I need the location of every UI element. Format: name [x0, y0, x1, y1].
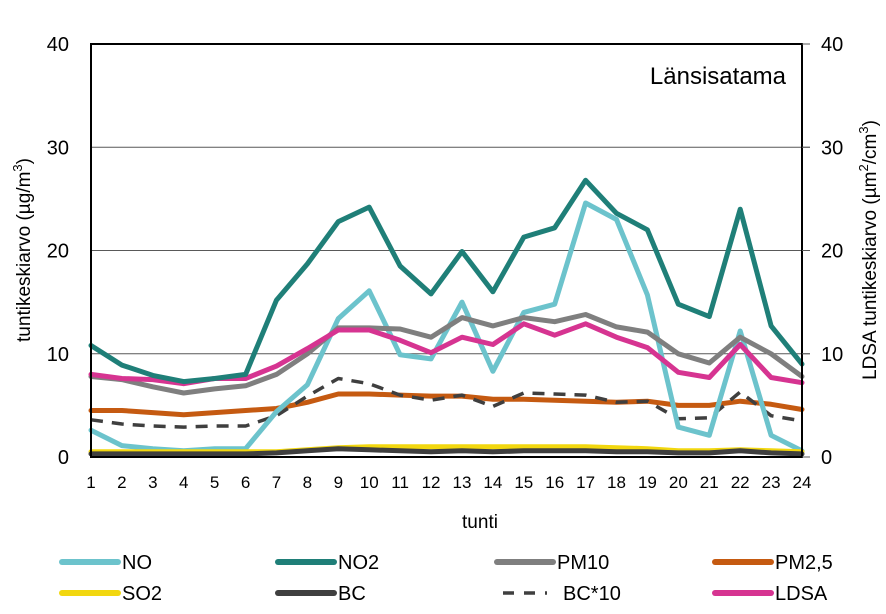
x-ticks: 1 2 3 4 5 6 7 8 9 10 11 12 13 14 15 16 17 18 19 20 21 22 23 24	[86, 473, 811, 492]
y-axis-label-right-end: )	[860, 120, 881, 126]
x-tick-label: 15	[514, 473, 533, 492]
x-tick-label: 19	[638, 473, 657, 492]
x-tick-label: 23	[762, 473, 781, 492]
axes	[90, 43, 803, 458]
y-axis-label-right-main: LDSA tuntikeskiarvo (µm	[860, 172, 881, 380]
x-axis-label: tunti	[462, 512, 498, 533]
x-tick-label: 8	[303, 473, 312, 492]
series-line-bc	[88, 446, 805, 457]
y-ticks-right: 0 10 20 30 40	[802, 34, 843, 469]
x-tick-label: 2	[117, 473, 126, 492]
y-axis-label-right-sup2: 3	[856, 126, 871, 133]
legend-item-bc: BC	[275, 583, 366, 605]
x-tick-label: 9	[334, 473, 343, 492]
y-tick-left-label: 30	[47, 137, 69, 159]
x-tick-label: 1	[86, 473, 95, 492]
y-tick-left-label: 40	[47, 34, 69, 56]
gridlines	[91, 146, 810, 355]
legend-label: LDSA	[775, 583, 828, 605]
y-axis-label-left-end: )	[14, 158, 35, 164]
y-axis-label-right-sup1: 2	[856, 164, 871, 171]
y-tick-right-label: 10	[821, 344, 843, 366]
legend-item-no2: NO2	[275, 552, 379, 574]
x-tick-label: 21	[700, 473, 719, 492]
y-axis-label-left-sup: 3	[10, 164, 25, 171]
series-line-no2	[88, 177, 805, 385]
x-tick-label: 14	[483, 473, 502, 492]
y-tick-right-label: 40	[821, 34, 843, 56]
x-tick-label: 3	[148, 473, 157, 492]
x-tick-label: 22	[731, 473, 750, 492]
y-ticks-left: 0 10 20 30 40	[47, 34, 69, 469]
legend-item-ldsa: LDSA	[712, 583, 828, 605]
x-tick-label: 24	[793, 473, 812, 492]
legend-label: BC	[338, 583, 366, 605]
y-tick-right-label: 30	[821, 137, 843, 159]
y-axis-label-right: LDSA tuntikeskiarvo (µm2/cm3)	[856, 120, 881, 380]
legend-label: PM2,5	[775, 552, 833, 574]
series-line-pm10	[88, 312, 805, 396]
y-tick-right-label: 0	[821, 447, 832, 469]
legend-item-pm2-5: PM2,5	[712, 552, 833, 574]
x-tick-label: 7	[272, 473, 281, 492]
x-tick-label: 11	[391, 473, 409, 492]
series-line-no	[88, 200, 805, 454]
chart-title: Länsisatama	[650, 63, 787, 90]
x-tick-label: 4	[179, 473, 188, 492]
x-tick-label: 10	[360, 473, 379, 492]
legend-item-pm10: PM10	[494, 552, 609, 574]
x-tick-label: 20	[669, 473, 688, 492]
legend-label: BC*10	[563, 583, 621, 605]
y-tick-left-label: 10	[47, 344, 69, 366]
legend-label: SO2	[122, 583, 162, 605]
legend-label: PM10	[557, 552, 609, 574]
series-line-bc-10	[90, 376, 803, 429]
y-tick-left-label: 0	[58, 447, 69, 469]
y-axis-label-right-mid: /cm	[860, 134, 881, 165]
legend-item-no: NO	[59, 552, 152, 574]
legend-item-so2: SO2	[59, 583, 162, 605]
series-line-pm2-5	[88, 391, 805, 418]
y-axis-label-left: tuntikeskiarvo (µg/m3)	[10, 158, 35, 342]
x-tick-label: 16	[545, 473, 564, 492]
legend-label: NO	[122, 552, 152, 574]
legend-label: NO2	[338, 552, 379, 574]
y-tick-left-label: 20	[47, 241, 69, 263]
legend-item-bc-10: BC*10	[503, 583, 621, 605]
y-axis-label-left-main: tuntikeskiarvo (µg/m	[14, 172, 35, 342]
x-tick-label: 13	[452, 473, 471, 492]
x-tick-label: 17	[576, 473, 595, 492]
x-tick-label: 5	[210, 473, 219, 492]
legend: NO NO2 PM10 PM2,5 SO2 BC BC*10 LDSA	[59, 552, 833, 605]
x-tick-label: 6	[241, 473, 250, 492]
x-tick-label: 12	[422, 473, 441, 492]
x-tick-label: 18	[607, 473, 626, 492]
series-layer	[88, 177, 805, 457]
y-tick-right-label: 20	[821, 241, 843, 263]
